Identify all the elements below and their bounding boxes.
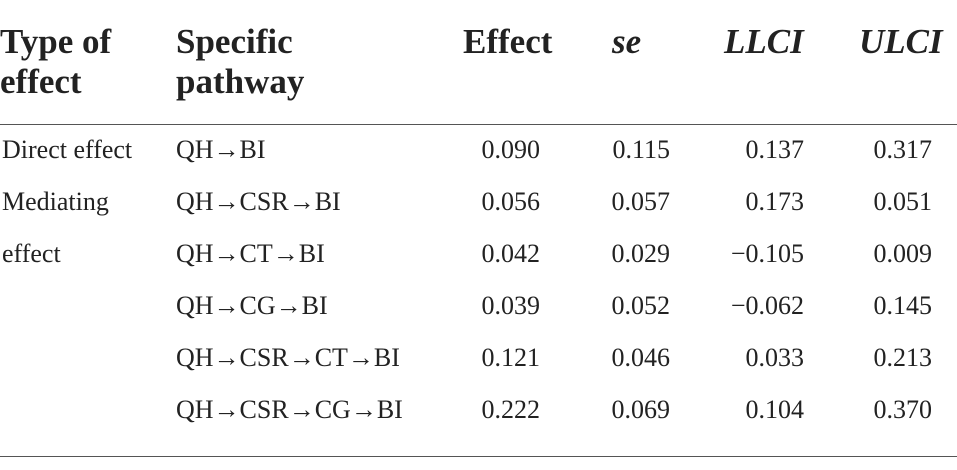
table-row-se: 0.115: [612, 135, 670, 164]
table-row-effect: 0.039: [481, 291, 541, 320]
table-row-llci: −0.105: [730, 239, 804, 268]
header-effect: Effect: [463, 22, 553, 61]
header-llci: LLCI: [724, 22, 804, 61]
header-se: se: [612, 22, 642, 61]
table-row-effect: 0.121: [481, 343, 541, 372]
table-row-ulci: 0.370: [873, 395, 933, 424]
type-mediating-line1: Mediating: [2, 187, 109, 216]
header-rule: [0, 124, 957, 125]
header-pathway-line1: Specific: [176, 22, 293, 61]
header-type-line1: Type of: [0, 22, 112, 61]
table-row-ulci: 0.051: [873, 187, 933, 216]
table-row-llci: 0.104: [745, 395, 805, 424]
table-row-pathway: QH→CSR→BI: [176, 187, 341, 216]
table-row-llci: 0.137: [745, 135, 805, 164]
table-row-pathway: QH→CSR→CT→BI: [176, 343, 400, 372]
header-ulci: ULCI: [859, 22, 943, 61]
table-row-effect: 0.042: [481, 239, 541, 268]
table-row-ulci: 0.213: [873, 343, 933, 372]
table-row-pathway: QH→CG→BI: [176, 291, 328, 320]
table-row-pathway: QH→CSR→CG→BI: [176, 395, 403, 424]
type-direct: Direct effect: [2, 135, 133, 164]
table-row-se: 0.057: [611, 187, 671, 216]
table-row-effect: 0.090: [481, 135, 541, 164]
table-row-llci: 0.033: [745, 343, 805, 372]
table-row-ulci: 0.145: [873, 291, 933, 320]
table-row-effect: 0.222: [481, 395, 541, 424]
table-row-llci: 0.173: [745, 187, 805, 216]
table-row-llci: −0.062: [730, 291, 804, 320]
table-row-se: 0.046: [611, 343, 671, 372]
header-pathway-line2: pathway: [176, 62, 305, 101]
table-row-pathway: QH→CT→BI: [176, 239, 325, 268]
table-row-se: 0.069: [611, 395, 671, 424]
table-row-ulci: 0.317: [873, 135, 933, 164]
table-row-se: 0.052: [611, 291, 671, 320]
header-type-line2: effect: [0, 62, 82, 101]
table-row-effect: 0.056: [481, 187, 541, 216]
bottom-rule: [0, 456, 957, 457]
table-row-se: 0.029: [611, 239, 671, 268]
table-row-ulci: 0.009: [873, 239, 933, 268]
table-row-pathway: QH→BI: [176, 135, 266, 164]
type-mediating-line2: effect: [2, 239, 61, 268]
